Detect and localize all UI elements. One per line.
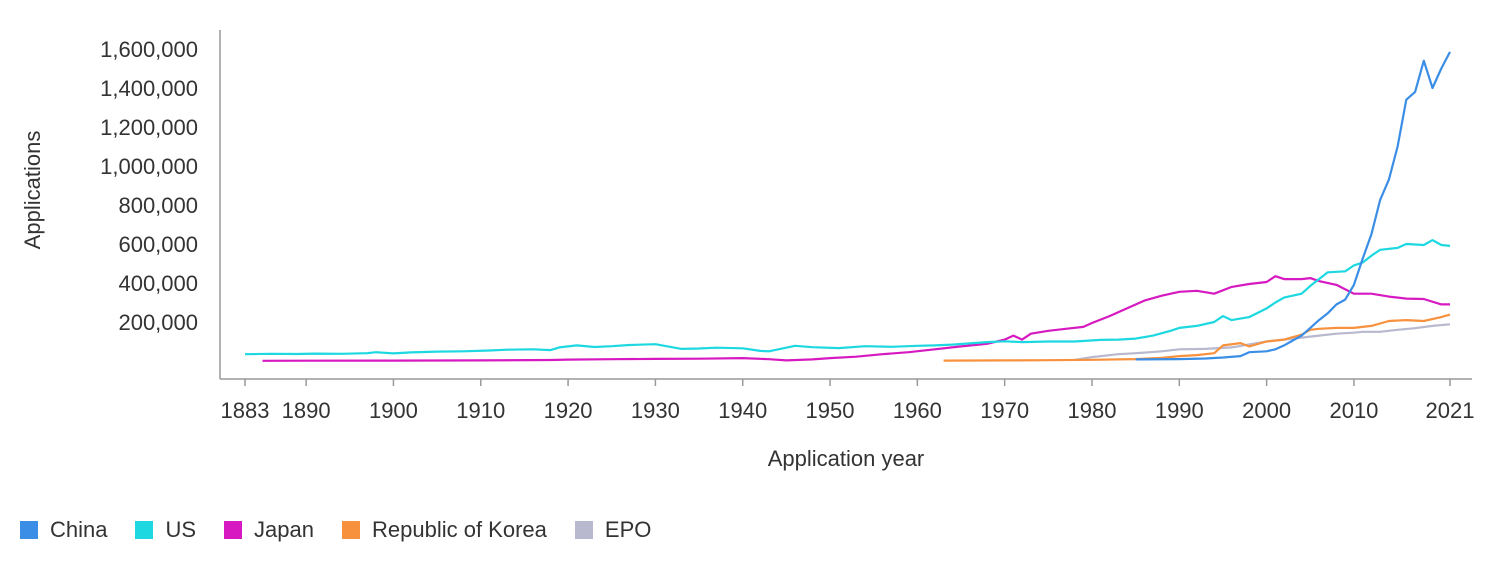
x-tick-label: 2000 — [1242, 398, 1291, 423]
series-line-japan — [262, 275, 1450, 362]
legend-item: US — [135, 517, 196, 543]
legend-label: China — [50, 517, 108, 542]
y-axis-title: Applications — [20, 131, 45, 250]
legend-item: Republic of Korea — [342, 517, 547, 543]
x-tick-label: 1900 — [369, 398, 418, 423]
x-tick-label: 1930 — [631, 398, 680, 423]
series-lines — [244, 51, 1451, 362]
legend-label: EPO — [604, 517, 652, 542]
legend-item: EPO — [574, 517, 652, 543]
legend-swatch — [224, 521, 243, 539]
y-tick-label: 400,000 — [118, 271, 198, 296]
y-tick-label: 1,600,000 — [100, 37, 198, 62]
legend: China US Japan Republic of Korea EPO — [20, 514, 679, 546]
y-tick-label: 800,000 — [118, 193, 198, 218]
x-tick-label: 1970 — [980, 398, 1029, 423]
legend-label: Republic of Korea — [372, 517, 547, 542]
series-line-china — [1135, 51, 1451, 361]
legend-item: China — [20, 517, 107, 543]
y-axis-ticks: 200,000 400,000 600,000 800,000 1,000,000 1,2… — [100, 37, 198, 335]
x-tick-label: 1883 — [221, 398, 270, 423]
legend-swatch — [574, 521, 593, 539]
x-axis-ticks: 1883 1890 1900 1910 1920 1930 1940 1950 1960 1970… — [221, 379, 1475, 423]
legend-item: Japan — [224, 517, 314, 543]
x-tick-label: 1890 — [282, 398, 331, 423]
legend-label: US — [165, 517, 197, 542]
line-chart: 200,000 400,000 600,000 800,000 1,000,000 1,2… — [20, 30, 1475, 471]
x-tick-label: 1980 — [1068, 398, 1117, 423]
y-tick-label: 1,200,000 — [100, 115, 198, 140]
x-axis-title: Application year — [768, 446, 925, 471]
series-line-us — [244, 239, 1451, 356]
y-tick-label: 1,400,000 — [100, 76, 198, 101]
y-tick-label: 1,000,000 — [100, 154, 198, 179]
x-tick-label: 1920 — [544, 398, 593, 423]
x-tick-label: 2021 — [1426, 398, 1475, 423]
legend-label: Japan — [254, 517, 314, 542]
x-tick-label: 1990 — [1155, 398, 1204, 423]
y-tick-label: 200,000 — [118, 310, 198, 335]
x-tick-label: 1940 — [718, 398, 767, 423]
x-tick-label: 1960 — [893, 398, 942, 423]
x-tick-label: 1950 — [806, 398, 855, 423]
legend-swatch — [20, 521, 38, 539]
legend-swatch — [342, 521, 360, 539]
y-tick-label: 600,000 — [118, 232, 198, 257]
x-tick-label: 1910 — [456, 398, 505, 423]
legend-swatch — [135, 521, 154, 539]
x-tick-label: 2010 — [1329, 398, 1378, 423]
